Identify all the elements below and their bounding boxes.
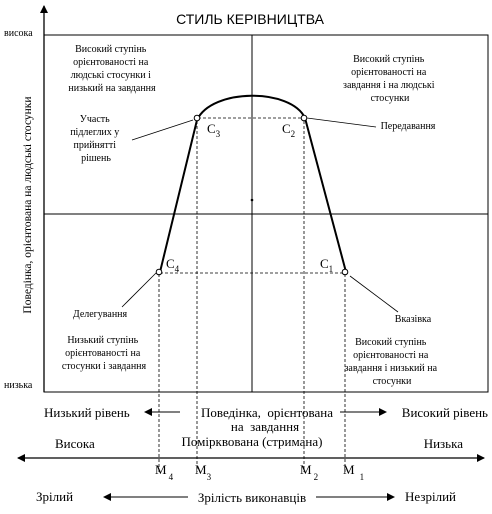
point-c3-label: C3 bbox=[207, 121, 221, 139]
selling-pointer bbox=[306, 117, 377, 128]
quadrant-bottom-left-text: Низький ступінь орієнтованості на стосун… bbox=[62, 335, 147, 372]
style-telling-label: Вказівка bbox=[395, 314, 432, 325]
maturity-axis-label: Зрілість виконавців bbox=[198, 490, 306, 505]
quadrant-top-left-text: Високий ступінь орієнтованості на людськ… bbox=[68, 44, 156, 94]
style-selling-label: Передавання bbox=[381, 121, 436, 132]
point-c4-label: C4 bbox=[166, 256, 180, 274]
point-c3 bbox=[193, 114, 201, 122]
style-participation-label: Участь підлеглих у прийнятті рішень bbox=[70, 114, 122, 164]
control-axis-middle-label: Помірквована (стримана) bbox=[182, 434, 323, 449]
task-axis-label-line2: на завдання bbox=[231, 419, 299, 434]
delegating-pointer bbox=[121, 272, 157, 308]
control-axis-left-label: Висока bbox=[55, 436, 95, 451]
participation-pointer bbox=[131, 119, 194, 141]
maturity-axis-left-label: Зрілий bbox=[36, 489, 73, 504]
point-c1 bbox=[341, 268, 349, 276]
center-dot bbox=[250, 198, 254, 202]
control-axis-right-label: Низька bbox=[424, 436, 464, 451]
point-c4 bbox=[155, 268, 163, 276]
task-axis-low-label: Низький рівень bbox=[44, 405, 130, 420]
task-axis-high-label: Високий рівень bbox=[402, 405, 488, 420]
telling-pointer bbox=[349, 275, 399, 313]
task-axis-label-line1: Поведінка, орієнтована bbox=[201, 405, 333, 420]
y-axis-label: Поведінка, орієнтована на людські стосун… bbox=[22, 96, 34, 313]
y-axis-low-label: низька bbox=[4, 380, 33, 391]
y-axis-high-label: висока bbox=[4, 28, 33, 39]
quadrant-top-right-text: Високий ступінь орієнтованості на завдан… bbox=[343, 54, 437, 104]
point-c2-label: C2 bbox=[282, 121, 295, 139]
leadership-curve bbox=[159, 94, 347, 273]
maturity-axis-right-label: Незрілий bbox=[405, 489, 456, 504]
quadrant-bottom-right-text: Високий ступінь орієнтованості на завдан… bbox=[344, 337, 439, 387]
style-delegating-label: Делегування bbox=[73, 309, 128, 320]
point-c1-label: C1 bbox=[320, 256, 333, 274]
diagram-title: СТИЛЬ КЕРІВНИЦТВА bbox=[176, 11, 325, 27]
point-c2 bbox=[300, 114, 308, 122]
maturity-m3-label: M3 bbox=[195, 462, 212, 482]
